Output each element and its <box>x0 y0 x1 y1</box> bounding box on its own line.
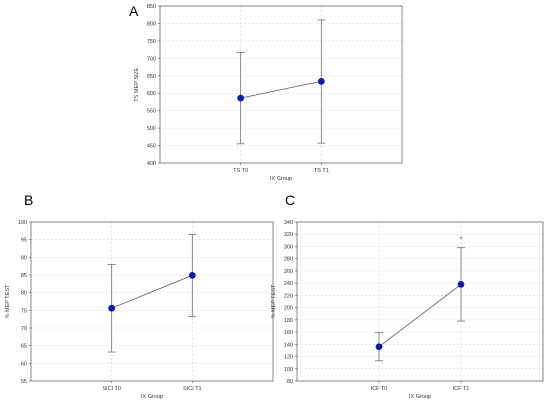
panel-label: A <box>129 3 139 19</box>
plot-frame <box>159 5 403 164</box>
y-tick-label: 280 <box>284 257 293 263</box>
y-tick-label: 550 <box>147 109 156 115</box>
series-line <box>240 80 322 99</box>
y-tick-label: 500 <box>147 126 156 132</box>
y-axis-title: TS MEP SIZE <box>134 67 140 101</box>
y-tick-label: 800 <box>147 21 156 27</box>
y-tick-label: 95 <box>21 238 27 244</box>
mean-marker <box>108 304 116 312</box>
y-tick-label: 220 <box>284 293 293 299</box>
plot-frame <box>30 221 274 382</box>
panel-label: C <box>285 192 295 208</box>
y-tick-label: 450 <box>147 144 156 150</box>
y-tick-label: 85 <box>21 273 27 279</box>
plot-frame <box>296 221 544 382</box>
y-tick-label: 55 <box>21 379 27 385</box>
y-tick-label: 240 <box>284 281 293 287</box>
chart-panel-b: B 55 60 65 70 75 80 85 90 95 100 SICI T0 SICI T1 IX G… <box>5 192 274 400</box>
y-tick-label: 80 <box>287 379 293 385</box>
y-tick-label: 300 <box>284 244 293 250</box>
y-axis-title: % MEP TEST <box>271 284 277 318</box>
x-tick-label: TS T0 <box>233 168 248 174</box>
y-tick-label: 700 <box>147 56 156 62</box>
x-tick-label: ICF T0 <box>371 386 388 392</box>
y-tick-label: 750 <box>147 39 156 45</box>
x-axis-title: IX Group <box>270 176 292 182</box>
mean-marker <box>457 280 465 288</box>
y-tick-label: 850 <box>147 4 156 10</box>
series-line <box>378 284 462 348</box>
x-tick-label: ICF T1 <box>453 386 470 392</box>
x-tick-label: TS T1 <box>314 168 329 174</box>
y-tick-label: 120 <box>284 355 293 361</box>
mean-marker <box>188 271 196 279</box>
panel-label: B <box>24 192 33 208</box>
y-tick-label: 75 <box>21 308 27 314</box>
y-tick-label: 100 <box>18 220 27 226</box>
y-tick-label: 600 <box>147 91 156 97</box>
y-tick-label: 90 <box>21 255 27 261</box>
y-tick-label: 160 <box>284 330 293 336</box>
y-tick-label: 400 <box>147 161 156 167</box>
x-axis-title: IX Group <box>409 394 431 400</box>
y-tick-label: 260 <box>284 269 293 275</box>
y-tick-label: 200 <box>284 306 293 312</box>
mean-marker <box>375 343 383 351</box>
x-axis-title: IX Group <box>141 394 163 400</box>
y-tick-label: 100 <box>284 367 293 373</box>
x-tick-label: SICI T0 <box>102 386 121 392</box>
y-tick-label: 340 <box>284 220 293 226</box>
y-tick-label: 140 <box>284 342 293 348</box>
chart-panel-a: A 400 450 500 550 600 650 700 750 800 850 TS T0 TS T… <box>129 3 403 182</box>
y-tick-label: 180 <box>284 318 293 324</box>
y-tick-label: 70 <box>21 326 27 332</box>
significance-marker: * <box>459 236 462 245</box>
y-tick-label: 60 <box>21 361 27 367</box>
y-tick-label: 650 <box>147 74 156 80</box>
y-tick-label: 320 <box>284 232 293 238</box>
chart-panel-c: C 80 100 120 140 160 180 200 220 240 260 280 300 320 3… <box>271 192 544 400</box>
mean-marker <box>237 94 245 102</box>
x-tick-label: SICI T1 <box>183 386 202 392</box>
series-line <box>111 274 193 309</box>
mean-marker <box>317 77 325 85</box>
y-tick-label: 65 <box>21 344 27 350</box>
y-axis-title: % MEP TEST <box>5 284 11 318</box>
y-tick-label: 80 <box>21 291 27 297</box>
